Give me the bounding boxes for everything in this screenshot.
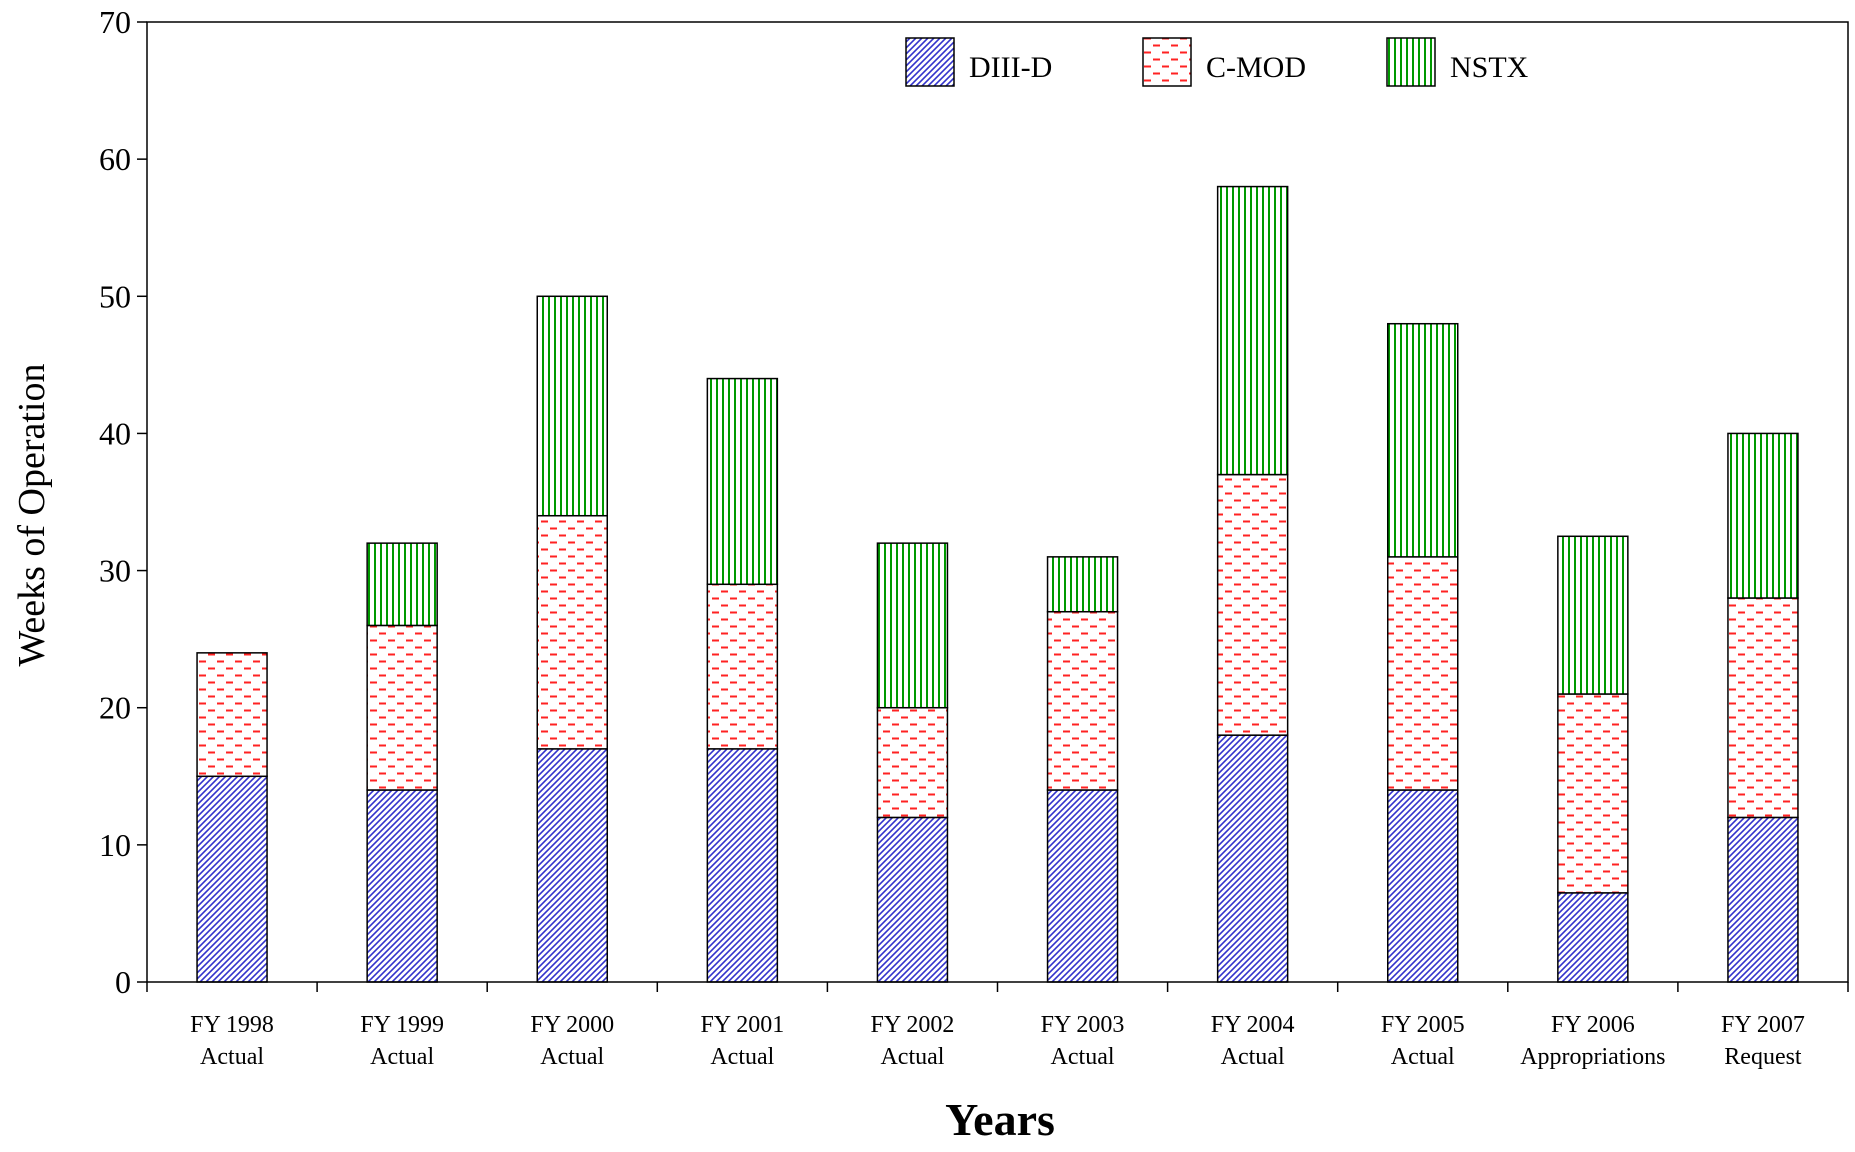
x-tick-label: Actual bbox=[880, 1044, 944, 1070]
bar-nstx-4 bbox=[876, 542, 949, 709]
legend-swatch-nstx bbox=[1386, 37, 1436, 87]
bar-diii-d-8 bbox=[1557, 892, 1629, 983]
bar-diii-d-7 bbox=[1387, 789, 1459, 983]
bar-diii-d-1 bbox=[366, 789, 438, 983]
bar-nstx-6 bbox=[1216, 185, 1289, 476]
x-tick-label: FY 2002 bbox=[871, 1012, 955, 1038]
bar-c-mod-5 bbox=[1046, 610, 1119, 791]
bar-c-mod-8 bbox=[1557, 693, 1629, 894]
x-tick-label: FY 1999 bbox=[360, 1012, 444, 1038]
bar-diii-d-9 bbox=[1727, 816, 1799, 983]
y-tick-label: 10 bbox=[99, 827, 131, 863]
x-tick-label: Actual bbox=[370, 1044, 434, 1070]
y-tick-label: 40 bbox=[99, 415, 131, 451]
bar-nstx-5 bbox=[1046, 556, 1119, 613]
x-tick-label: FY 2001 bbox=[700, 1012, 784, 1038]
y-tick-label: 0 bbox=[115, 964, 131, 1000]
y-axis-label: Weeks of Operation bbox=[11, 364, 53, 667]
bar-c-mod-4 bbox=[876, 706, 949, 819]
bar-c-mod-9 bbox=[1727, 597, 1799, 819]
axes: 0 10 20 30 40 50 60 70 FY 1998 Actual FY 1999 Actua… bbox=[99, 4, 1849, 1070]
plot-area bbox=[196, 185, 1799, 983]
x-tick-label: Actual bbox=[200, 1044, 264, 1070]
x-tick-label: Appropriations bbox=[1520, 1044, 1665, 1070]
x-axis-label: Years bbox=[945, 1094, 1055, 1145]
x-tick-label: Request bbox=[1724, 1044, 1802, 1070]
x-tick-label: FY 2004 bbox=[1211, 1012, 1295, 1038]
x-tick-label: FY 2003 bbox=[1041, 1012, 1125, 1038]
y-tick-label: 70 bbox=[99, 4, 131, 40]
bar-c-mod-1 bbox=[366, 624, 438, 791]
x-tick-label: Actual bbox=[1221, 1044, 1285, 1070]
bar-diii-d-6 bbox=[1216, 734, 1289, 983]
x-tick-label: Actual bbox=[710, 1044, 774, 1070]
bar-c-mod-7 bbox=[1387, 556, 1459, 791]
x-tick-label: FY 2006 bbox=[1551, 1012, 1635, 1038]
bar-diii-d-0 bbox=[196, 775, 268, 983]
bar-nstx-1 bbox=[366, 542, 438, 627]
legend-label-diii-d: DIII-D bbox=[969, 51, 1052, 84]
bar-diii-d-3 bbox=[706, 748, 779, 983]
bar-nstx-3 bbox=[706, 377, 779, 586]
y-tick-label: 20 bbox=[99, 690, 131, 726]
x-tick-label: FY 2007 bbox=[1721, 1012, 1805, 1038]
x-tick-label: Actual bbox=[1051, 1044, 1115, 1070]
x-tick-label: FY 2000 bbox=[530, 1012, 614, 1038]
y-tick-label: 50 bbox=[99, 278, 131, 314]
bar-nstx-8 bbox=[1557, 535, 1629, 695]
bar-diii-d-4 bbox=[876, 816, 949, 983]
bar-c-mod-0 bbox=[196, 652, 268, 778]
legend: DIII-D C-MOD NSTX bbox=[905, 37, 1529, 87]
bar-diii-d-2 bbox=[536, 748, 608, 983]
legend-swatch-c-mod bbox=[1142, 37, 1192, 87]
x-tick-label: Actual bbox=[1391, 1044, 1455, 1070]
x-tick-label: Actual bbox=[540, 1044, 604, 1070]
bar-c-mod-6 bbox=[1216, 473, 1289, 736]
legend-label-nstx: NSTX bbox=[1450, 51, 1529, 84]
y-tick-label: 30 bbox=[99, 553, 131, 589]
y-tick-label: 60 bbox=[99, 141, 131, 177]
bar-diii-d-5 bbox=[1046, 789, 1119, 983]
bar-nstx-9 bbox=[1727, 432, 1799, 599]
x-tick-label: FY 1998 bbox=[190, 1012, 274, 1038]
x-tick-label: FY 2005 bbox=[1381, 1012, 1465, 1038]
bar-c-mod-2 bbox=[536, 514, 608, 750]
bar-c-mod-3 bbox=[706, 583, 779, 750]
legend-swatch-diii-d bbox=[905, 37, 955, 87]
bar-nstx-2 bbox=[536, 295, 608, 517]
legend-label-c-mod: C-MOD bbox=[1206, 51, 1306, 84]
bar-nstx-7 bbox=[1387, 322, 1459, 558]
